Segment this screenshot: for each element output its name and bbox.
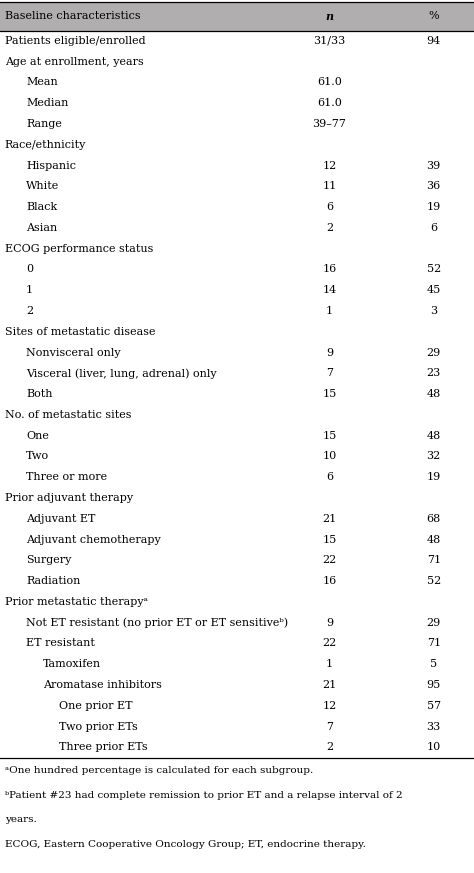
Text: ᵃOne hundred percentage is calculated for each subgroup.: ᵃOne hundred percentage is calculated fo…	[5, 766, 313, 775]
Text: ET resistant: ET resistant	[26, 638, 95, 649]
Text: Patients eligible/enrolled: Patients eligible/enrolled	[5, 36, 146, 46]
Text: Visceral (liver, lung, adrenal) only: Visceral (liver, lung, adrenal) only	[26, 368, 217, 379]
Text: One prior ET: One prior ET	[59, 701, 133, 711]
Text: 6: 6	[430, 223, 438, 233]
Text: 1: 1	[326, 659, 333, 670]
Text: Adjuvant chemotherapy: Adjuvant chemotherapy	[26, 534, 161, 545]
Text: 68: 68	[427, 514, 441, 524]
Text: Surgery: Surgery	[26, 555, 72, 566]
Text: Mean: Mean	[26, 78, 58, 87]
Text: 29: 29	[427, 618, 441, 628]
Text: 7: 7	[326, 368, 333, 378]
Text: 19: 19	[427, 203, 441, 212]
Text: Range: Range	[26, 119, 62, 129]
Text: 3: 3	[430, 306, 438, 316]
Text: 6: 6	[326, 203, 333, 212]
Text: 2: 2	[326, 742, 333, 753]
Text: 31/33: 31/33	[313, 36, 346, 46]
Text: 19: 19	[427, 472, 441, 482]
Text: 6: 6	[326, 472, 333, 482]
Text: 15: 15	[322, 389, 337, 399]
Text: 21: 21	[322, 680, 337, 690]
Text: 9: 9	[326, 618, 333, 628]
Text: 2: 2	[26, 306, 33, 316]
Text: 61.0: 61.0	[317, 99, 342, 108]
Text: 45: 45	[427, 285, 441, 295]
Text: 52: 52	[427, 265, 441, 274]
Text: 52: 52	[427, 576, 441, 586]
Text: 9: 9	[326, 347, 333, 358]
Text: Two prior ETs: Two prior ETs	[59, 722, 138, 732]
Text: 95: 95	[427, 680, 441, 690]
Text: 36: 36	[427, 182, 441, 191]
Text: Sites of metastatic disease: Sites of metastatic disease	[5, 327, 155, 337]
Text: Prior adjuvant therapy: Prior adjuvant therapy	[5, 493, 133, 503]
FancyBboxPatch shape	[0, 2, 474, 31]
Text: 39–77: 39–77	[312, 119, 346, 129]
Text: Race/ethnicity: Race/ethnicity	[5, 140, 86, 150]
Text: White: White	[26, 182, 59, 191]
Text: 1: 1	[26, 285, 33, 295]
Text: 2: 2	[326, 223, 333, 233]
Text: 71: 71	[427, 555, 441, 566]
Text: 22: 22	[322, 555, 337, 566]
Text: One: One	[26, 430, 49, 441]
Text: 16: 16	[322, 265, 337, 274]
Text: Prior metastatic therapyᵃ: Prior metastatic therapyᵃ	[5, 597, 148, 607]
Text: Median: Median	[26, 99, 68, 108]
Text: Two: Two	[26, 451, 49, 462]
Text: %: %	[428, 11, 439, 21]
Text: Age at enrollment, years: Age at enrollment, years	[5, 57, 144, 66]
Text: No. of metastatic sites: No. of metastatic sites	[5, 410, 131, 420]
Text: Three or more: Three or more	[26, 472, 107, 482]
Text: n: n	[325, 10, 334, 22]
Text: 23: 23	[427, 368, 441, 378]
Text: ᵇPatient #23 had complete remission to prior ET and a relapse interval of 2: ᵇPatient #23 had complete remission to p…	[5, 791, 402, 800]
Text: Asian: Asian	[26, 223, 57, 233]
Text: 12: 12	[322, 701, 337, 711]
Text: 11: 11	[322, 182, 337, 191]
Text: Adjuvant ET: Adjuvant ET	[26, 514, 95, 524]
Text: 33: 33	[427, 722, 441, 732]
Text: 5: 5	[430, 659, 438, 670]
Text: 61.0: 61.0	[317, 78, 342, 87]
Text: Baseline characteristics: Baseline characteristics	[5, 11, 140, 21]
Text: Not ET resistant (no prior ET or ET sensitiveᵇ): Not ET resistant (no prior ET or ET sens…	[26, 617, 288, 628]
Text: 22: 22	[322, 638, 337, 649]
Text: ECOG, Eastern Cooperative Oncology Group; ET, endocrine therapy.: ECOG, Eastern Cooperative Oncology Group…	[5, 840, 365, 849]
Text: 48: 48	[427, 534, 441, 545]
Text: 21: 21	[322, 514, 337, 524]
Text: 94: 94	[427, 36, 441, 46]
Text: 15: 15	[322, 430, 337, 441]
Text: Three prior ETs: Three prior ETs	[59, 742, 148, 753]
Text: 57: 57	[427, 701, 441, 711]
Text: 15: 15	[322, 534, 337, 545]
Text: years.: years.	[5, 815, 36, 824]
Text: 14: 14	[322, 285, 337, 295]
Text: 71: 71	[427, 638, 441, 649]
Text: 39: 39	[427, 161, 441, 170]
Text: Nonvisceral only: Nonvisceral only	[26, 347, 121, 358]
Text: Aromatase inhibitors: Aromatase inhibitors	[43, 680, 162, 690]
Text: Hispanic: Hispanic	[26, 161, 76, 170]
Text: ECOG performance status: ECOG performance status	[5, 244, 153, 254]
Text: 12: 12	[322, 161, 337, 170]
Text: 10: 10	[427, 742, 441, 753]
Text: 32: 32	[427, 451, 441, 462]
Text: 29: 29	[427, 347, 441, 358]
Text: Both: Both	[26, 389, 53, 399]
Text: 0: 0	[26, 265, 33, 274]
Text: Black: Black	[26, 203, 57, 212]
Text: 10: 10	[322, 451, 337, 462]
Text: 16: 16	[322, 576, 337, 586]
Text: 1: 1	[326, 306, 333, 316]
Text: 7: 7	[326, 722, 333, 732]
Text: Tamoxifen: Tamoxifen	[43, 659, 101, 670]
Text: 48: 48	[427, 430, 441, 441]
Text: Radiation: Radiation	[26, 576, 81, 586]
Text: 48: 48	[427, 389, 441, 399]
